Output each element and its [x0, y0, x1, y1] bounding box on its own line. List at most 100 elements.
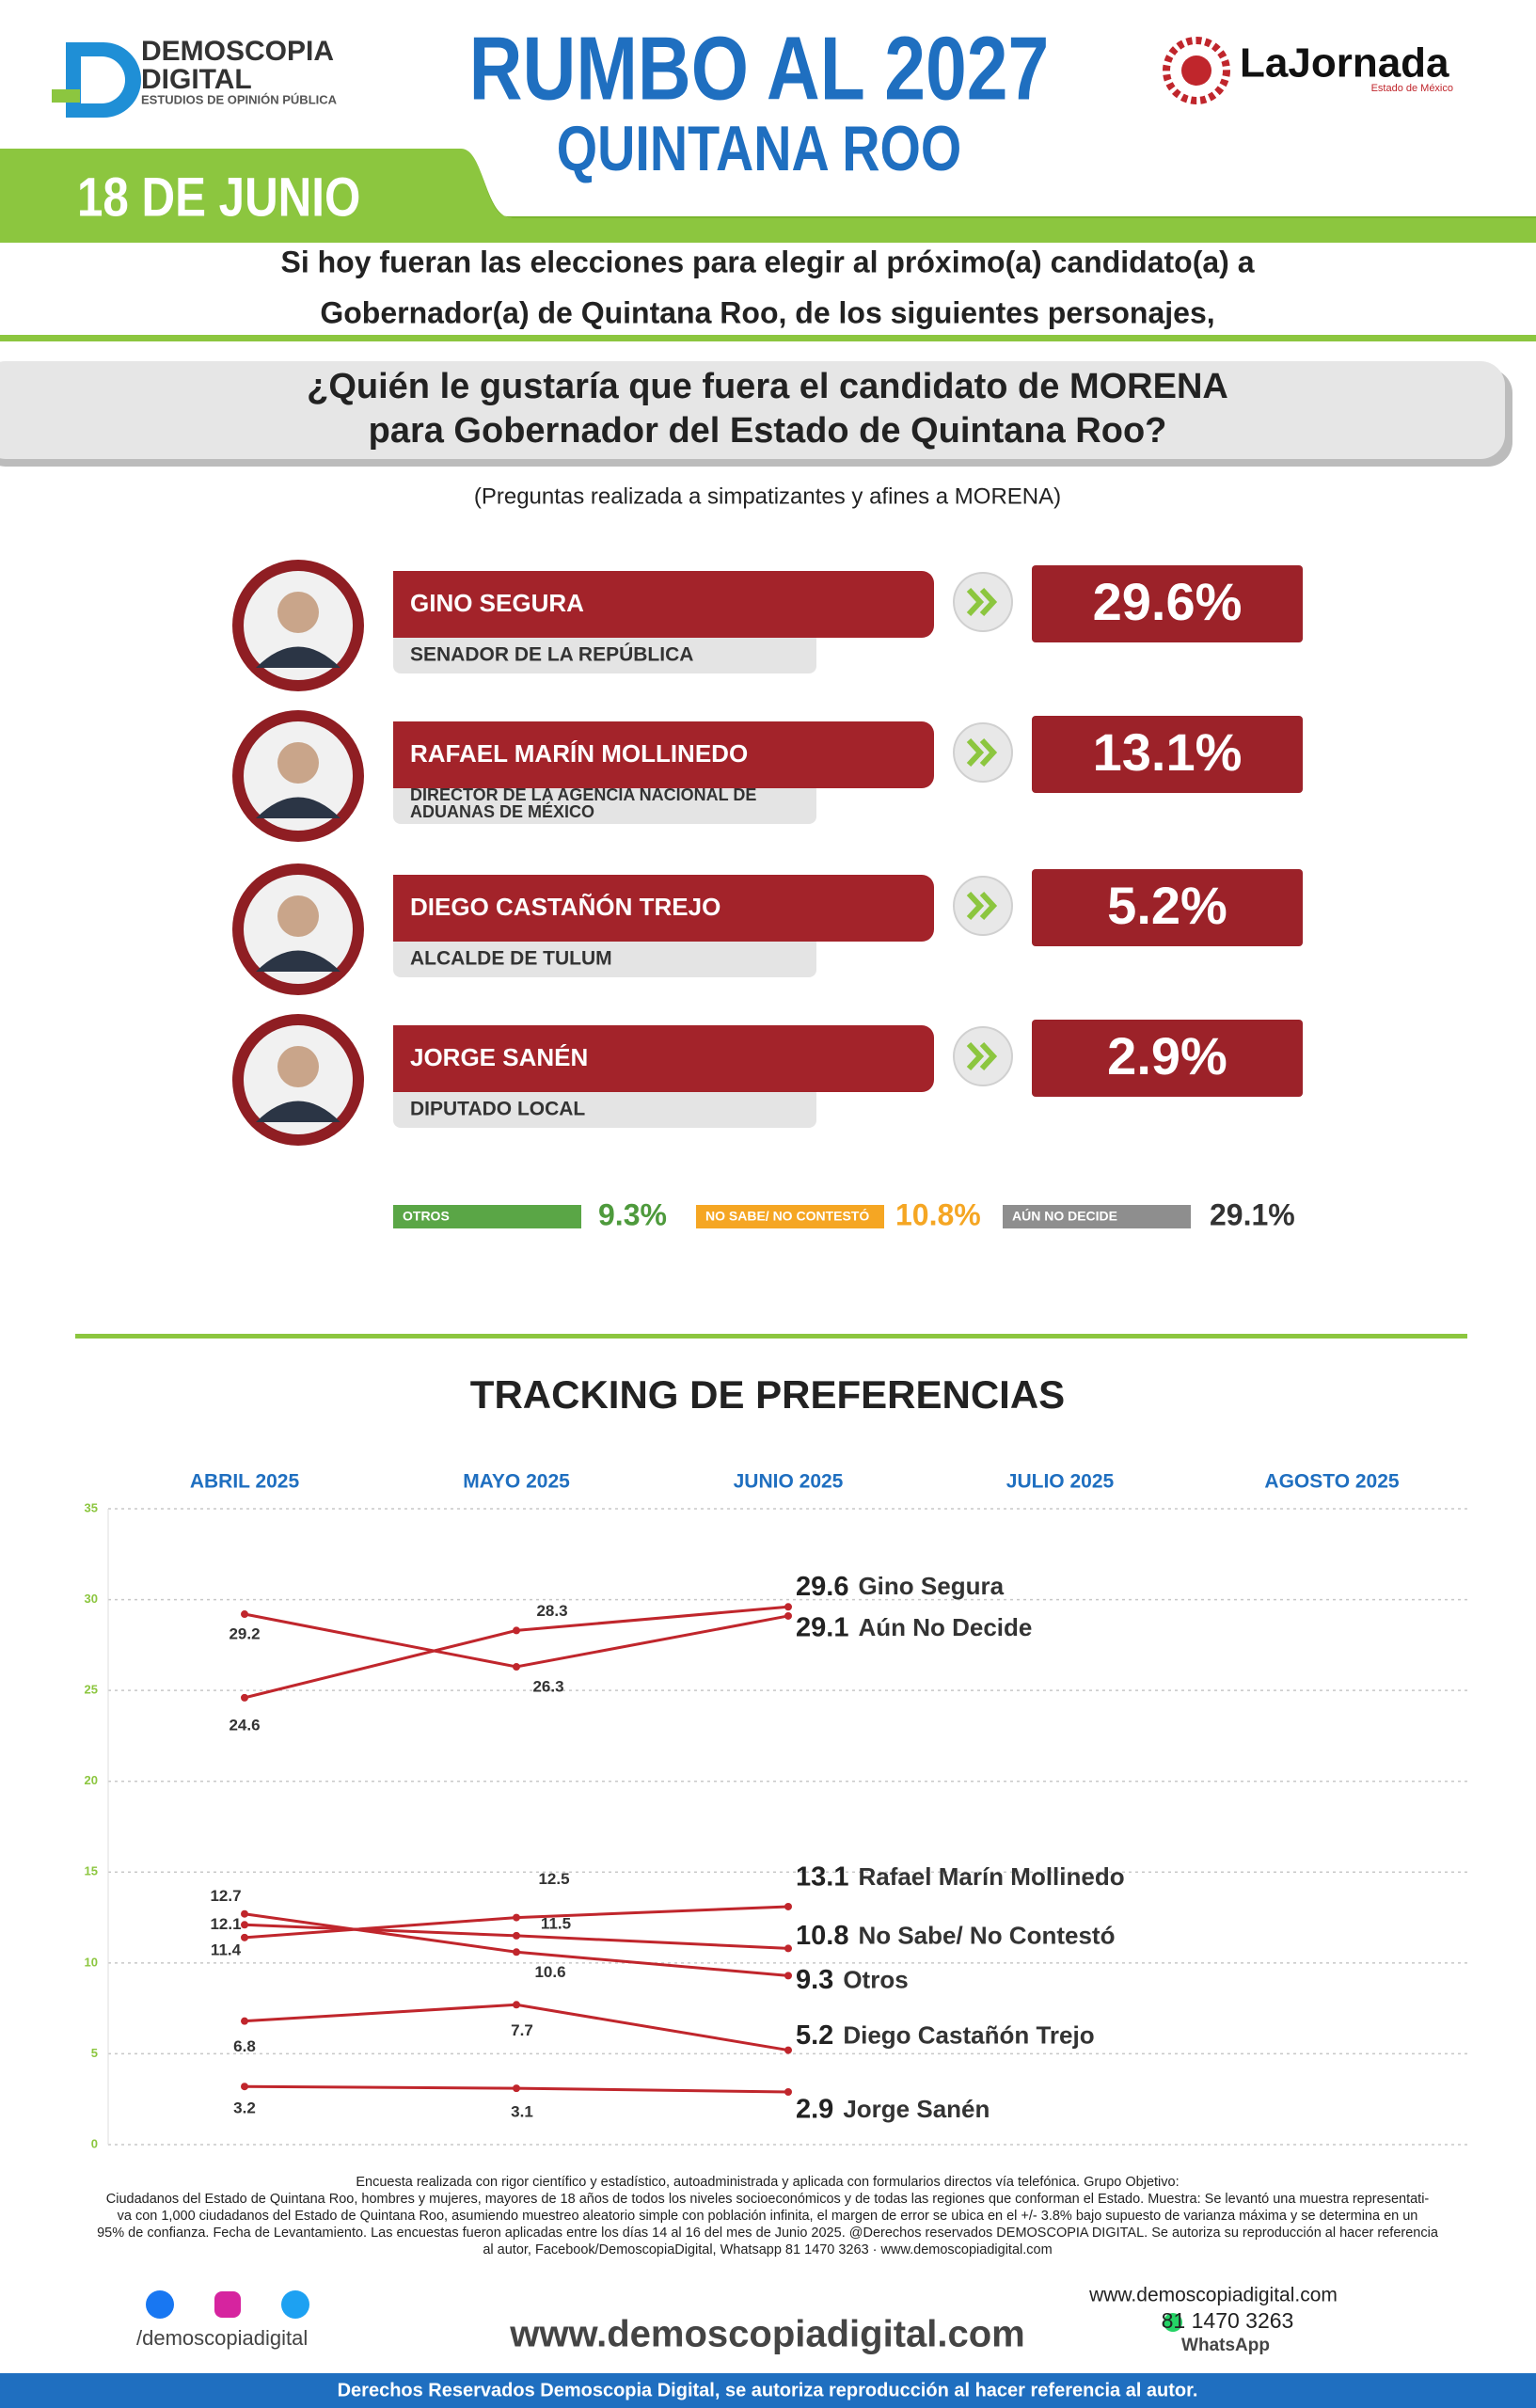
- brand-name: DEMOSCOPIA: [141, 36, 334, 67]
- name-bar: [393, 721, 934, 788]
- social-handle: /demoscopiadigital: [136, 2326, 308, 2350]
- question-box: [0, 361, 1505, 459]
- others-label: AÚN NO DECIDE: [1012, 1208, 1117, 1224]
- whatsapp-icon: [1164, 2313, 1182, 2332]
- question-text: ¿Quién le gustaría que fuera el candidat…: [307, 367, 1228, 406]
- value-label: 28.3: [536, 1602, 567, 1620]
- result-box: [1032, 716, 1303, 793]
- candidate-name: JORGE SANÉN: [410, 1043, 588, 1071]
- point: [241, 1610, 248, 1619]
- candidate-result: 29.6%: [1093, 572, 1243, 631]
- photo-head: [277, 895, 319, 937]
- others-result: 29.1%: [1210, 1197, 1295, 1231]
- value-label: 12.1: [210, 1915, 241, 1933]
- value-label: 11.4: [211, 1941, 242, 1958]
- point: [784, 2046, 792, 2054]
- brand-logo-bar: [52, 89, 80, 103]
- result-box: [1032, 565, 1303, 642]
- value-label: 6.8: [233, 2037, 256, 2055]
- point: [784, 2087, 792, 2096]
- others-label: NO SABE/ NO CONTESTÓ: [705, 1208, 869, 1224]
- value-label: 12.7: [210, 1887, 241, 1905]
- photo-head: [277, 592, 319, 633]
- series-name: Diego Castañón Trejo: [843, 2020, 1094, 2049]
- y-tick-label: 10: [85, 1955, 98, 1969]
- candidate-result: 5.2%: [1107, 876, 1227, 935]
- result-box: [1032, 1020, 1303, 1097]
- chevron: [966, 587, 998, 617]
- value-label: 10.6: [534, 1963, 565, 1981]
- end-value-label: 9.3: [796, 1965, 833, 1995]
- twitter-icon[interactable]: [281, 2290, 309, 2319]
- candidate-position: ADUANAS DE MÉXICO: [410, 801, 594, 821]
- point: [241, 1933, 248, 1941]
- value-label: 7.7: [511, 2021, 533, 2039]
- others-label: OTROS: [403, 1209, 450, 1224]
- x-tick-label: MAYO 2025: [463, 1471, 570, 1493]
- point: [241, 1693, 248, 1702]
- instagram-icon[interactable]: [214, 2291, 241, 2318]
- photo-body: [256, 646, 340, 668]
- methodology-line: 95% de confianza. Fecha de Levantamiento…: [97, 2226, 1439, 2241]
- date-band: [0, 149, 1536, 243]
- photo-body: [256, 950, 340, 972]
- facebook-icon[interactable]: [146, 2290, 174, 2319]
- point: [513, 1948, 520, 1956]
- y-tick-label: 25: [85, 1683, 98, 1697]
- title: RUMBO AL 2027: [469, 18, 1050, 119]
- photo-head: [277, 1046, 319, 1087]
- candidate-position: DIRECTOR DE LA AGENCIA NACIONAL DE: [410, 785, 756, 804]
- chevron: [966, 1041, 998, 1071]
- methodology-line: Encuesta realizada con rigor científico …: [356, 2175, 1179, 2190]
- end-value-label: 5.2: [796, 2020, 833, 2051]
- photo-head: [277, 742, 319, 784]
- value-label: 12.5: [538, 1870, 569, 1888]
- value-label: 24.6: [229, 1716, 260, 1734]
- note: (Preguntas realizada a simpatizantes y a…: [474, 483, 1061, 509]
- y-tick-label: 35: [85, 1500, 98, 1514]
- value-label: 29.2: [229, 1625, 260, 1643]
- candidate-name: RAFAEL MARÍN MOLLINEDO: [410, 739, 748, 768]
- others-bar: [696, 1205, 884, 1228]
- divider: [0, 335, 1536, 341]
- methodology-line: va con 1,000 ciudadanos del Estado de Qu…: [118, 2209, 1418, 2224]
- candidate-position: DIPUTADO LOCAL: [410, 1099, 585, 1120]
- position-bar: [393, 783, 816, 824]
- value-label: 11.5: [541, 1914, 571, 1932]
- methodology-line: Ciudadanos del Estado de Quintana Roo, h…: [106, 2192, 1430, 2207]
- others-bar: [393, 1205, 581, 1228]
- point: [784, 1972, 792, 1980]
- series-name: Gino Segura: [858, 1572, 1004, 1600]
- others-row: OTROS 9.3% NO SABE/ NO CONTESTÓ 10.8% AÚN NO…: [393, 1197, 1295, 1231]
- website-big[interactable]: www.demoscopiadigital.com: [509, 2314, 1025, 2355]
- subtitle: QUINTANA ROO: [557, 114, 961, 184]
- partner-region: Estado de México: [1371, 83, 1453, 94]
- photo-body: [256, 1101, 340, 1122]
- series-name: No Sabe/ No Contestó: [858, 1921, 1115, 1949]
- position-bar: [393, 1086, 816, 1128]
- end-value-label: 29.6: [796, 1572, 848, 1602]
- website[interactable]: www.demoscopiadigital.com: [1088, 2285, 1338, 2306]
- point: [241, 2083, 248, 2091]
- x-tick-label: ABRIL 2025: [190, 1471, 300, 1493]
- x-tick-label: JUNIO 2025: [734, 1471, 844, 1493]
- point: [513, 1626, 520, 1635]
- point: [784, 1611, 792, 1620]
- footer-bar: [0, 2373, 1536, 2408]
- series-name: Jorge Sanén: [843, 2095, 990, 2123]
- photo-body: [256, 797, 340, 818]
- candidate-result: 13.1%: [1093, 722, 1243, 782]
- candidates: GINO SEGURA SENADOR DE LA REPÚBLICA 29.6% R…: [232, 560, 1303, 1146]
- date: 18 DE JUNIO: [77, 167, 360, 229]
- phone: 81 1470 3263: [1162, 2308, 1294, 2333]
- others-bar: [1003, 1205, 1191, 1228]
- partner-logo: [1181, 55, 1211, 86]
- intro-text: Si hoy fueran las elecciones para elegir…: [281, 245, 1255, 278]
- brand-logo-inner: [81, 56, 125, 103]
- candidate-name: GINO SEGURA: [410, 589, 584, 617]
- x-tick-label: AGOSTO 2025: [1264, 1471, 1399, 1493]
- name-bar: [393, 1025, 934, 1092]
- series-name: Aún No Decide: [858, 1613, 1032, 1641]
- chevron: [966, 891, 998, 921]
- chart-title: TRACKING DE PREFERENCIAS: [470, 1372, 1065, 1417]
